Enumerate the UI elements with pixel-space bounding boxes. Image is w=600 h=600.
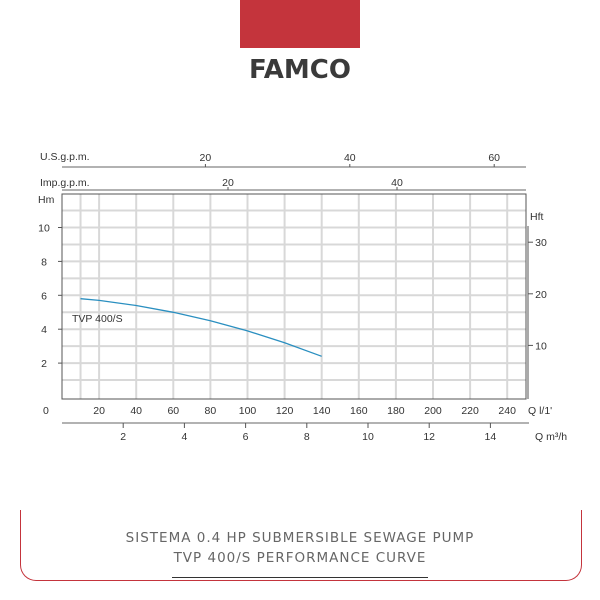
q-ls-axis-label: Q l/1' (528, 405, 552, 417)
x-origin-label: 0 (43, 405, 49, 417)
series-line-tvp400s (80, 298, 322, 357)
plot-frame (61, 193, 527, 400)
x-usgpm-tick-label: 40 (344, 152, 356, 164)
hm-axis-label: Hm (38, 194, 55, 206)
y-left-tick-label: 8 (41, 256, 47, 268)
q-m3h-axis-label: Q m³/h (535, 431, 567, 443)
x-usgpm-tick-label: 20 (200, 152, 212, 164)
series-label-tvp400s: TVP 400/S (72, 313, 123, 325)
hft-axis-label: Hft (530, 211, 544, 223)
x-m3h-tick-label: 12 (423, 431, 435, 443)
caption-frame (20, 510, 582, 581)
x-impgpm-tick-label: 40 (391, 177, 403, 189)
usgpm-axis-label: U.S.g.p.m. (40, 151, 90, 163)
y-right-tick-label: 20 (535, 289, 547, 301)
top-accent-band (240, 0, 360, 48)
x-primary-tick-label: 200 (424, 405, 442, 417)
y-right-tick-label: 10 (535, 340, 547, 352)
caption-underline (172, 577, 428, 578)
x-m3h-tick-label: 2 (120, 431, 126, 443)
x-m3h-tick-label: 4 (181, 431, 187, 443)
x-primary-tick-label: 220 (461, 405, 479, 417)
x-primary-tick-label: 120 (276, 405, 294, 417)
x-m3h-tick-label: 14 (485, 431, 497, 443)
famco-logo: FAMCO (249, 55, 351, 85)
x-m3h-tick-label: 6 (243, 431, 249, 443)
y-left-tick-label: 2 (41, 358, 47, 370)
x-primary-tick-label: 160 (350, 405, 368, 417)
x-primary-tick-label: 100 (239, 405, 257, 417)
chart-grid (62, 194, 526, 399)
y-left-tick-label: 10 (38, 223, 50, 235)
x-primary-tick-label: 80 (205, 405, 217, 417)
impgpm-axis-label: Imp.g.p.m. (40, 177, 90, 189)
x-primary-tick-label: 180 (387, 405, 405, 417)
x-primary-tick-label: 20 (93, 405, 105, 417)
x-primary-tick-label: 240 (498, 405, 516, 417)
x-m3h-tick-label: 10 (362, 431, 374, 443)
caption-subtitle: TVP 400/S PERFORMANCE CURVE (173, 550, 427, 566)
chart-series (80, 298, 322, 357)
x-primary-tick-label: 140 (313, 405, 331, 417)
x-primary-tick-label: 40 (130, 405, 142, 417)
y-right-tick-label: 30 (535, 237, 547, 249)
x-impgpm-tick-label: 20 (222, 177, 234, 189)
y-left-tick-label: 6 (41, 290, 47, 302)
x-m3h-tick-label: 8 (304, 431, 310, 443)
y-left-tick-label: 4 (41, 324, 47, 336)
x-primary-tick-label: 60 (167, 405, 179, 417)
caption-title: SISTEMA 0.4 HP SUBMERSIBLE SEWAGE PUMP (125, 530, 475, 546)
x-usgpm-tick-label: 60 (488, 152, 500, 164)
